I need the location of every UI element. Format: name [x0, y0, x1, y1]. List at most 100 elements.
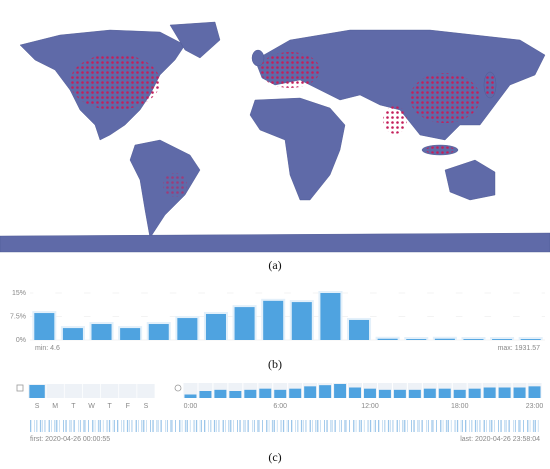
bar-background — [119, 384, 137, 398]
timeline-tick — [367, 420, 369, 432]
timeline-tick — [69, 420, 70, 432]
bar — [408, 389, 421, 398]
timeline-tick — [129, 420, 130, 432]
x-tick-label: 23:00 — [526, 403, 544, 410]
caption: (b) — [268, 357, 282, 371]
bar-background — [82, 384, 101, 398]
bar — [349, 387, 362, 398]
bar — [62, 328, 83, 340]
bar — [363, 388, 376, 398]
x-tick-label: 6:00 — [273, 403, 287, 410]
timeline-tick — [179, 420, 181, 432]
timeline-tick — [378, 420, 380, 432]
bar-halo — [404, 337, 429, 340]
timeline-tick — [396, 420, 398, 432]
timeline-tick — [471, 420, 473, 432]
bar-halo — [432, 336, 457, 340]
timeline-tick — [291, 420, 293, 432]
bar — [289, 388, 302, 398]
bar — [214, 389, 227, 398]
timeline-tick — [447, 420, 449, 432]
bar-background — [46, 384, 64, 398]
timeline-tick — [195, 420, 198, 432]
timeline-tick — [363, 420, 365, 432]
timeline-tick — [349, 420, 350, 432]
timeline-tick — [392, 420, 394, 432]
timeline-tick — [344, 420, 346, 432]
timeline-tick — [500, 420, 502, 432]
timeline-tick — [204, 420, 206, 432]
bar — [334, 384, 347, 398]
bar-background — [376, 292, 399, 340]
bar — [29, 385, 45, 398]
bar — [393, 389, 406, 398]
timeline-tick — [375, 420, 376, 432]
timeline-tick — [436, 420, 437, 432]
bar-halo — [518, 337, 543, 340]
timeline-tick — [126, 420, 129, 432]
timeline-tick — [346, 420, 347, 432]
bar-halo — [461, 337, 486, 340]
timeline-tick — [44, 420, 46, 432]
bar — [378, 389, 391, 398]
bar — [148, 324, 169, 340]
timeline-tick — [54, 420, 56, 432]
bar — [259, 388, 272, 398]
timeline-tick — [146, 420, 147, 432]
timeline-tick — [353, 420, 355, 432]
timeline-tick — [309, 420, 311, 432]
bar — [463, 339, 484, 340]
timeline-tick — [339, 420, 340, 432]
timeline-tick — [387, 420, 390, 432]
bar — [291, 302, 312, 340]
timeline-tick — [88, 420, 89, 432]
bar — [263, 300, 284, 340]
x-tick-label: S — [144, 403, 149, 410]
timeline-tick — [407, 420, 408, 432]
timeline-tick — [418, 420, 420, 432]
timeline-tick — [92, 420, 94, 432]
bar-background — [405, 292, 428, 340]
timeline-tick — [73, 420, 75, 432]
timeline-tick — [239, 420, 241, 432]
timeline-tick — [477, 420, 478, 432]
timeline-tick — [94, 420, 96, 432]
timeline-tick — [193, 420, 195, 432]
timeline-tick — [39, 420, 42, 432]
timeline-tick — [411, 420, 412, 432]
min-label: min: 4.6 — [35, 345, 60, 352]
timeline-tick — [527, 420, 529, 432]
timeline-tick — [450, 420, 452, 432]
timeline-tick — [170, 420, 172, 432]
timeline-tick — [237, 420, 238, 432]
bar-background — [183, 383, 198, 398]
timeline-tick — [79, 420, 81, 432]
timeline-tick — [78, 420, 79, 432]
timeline-tick — [460, 420, 462, 432]
timeline-tick — [157, 420, 159, 432]
timeline-tick — [123, 420, 125, 432]
timeline-tick — [382, 420, 383, 432]
timeline-tick — [228, 420, 230, 432]
timeline-tick — [36, 420, 38, 432]
timeline-tick — [208, 420, 209, 432]
timeline-tick — [331, 420, 333, 432]
timeline-tick — [181, 420, 183, 432]
timeline-tick — [63, 420, 64, 432]
x-tick-label: M — [52, 403, 58, 410]
timeline-tick — [514, 420, 516, 432]
timeline-tick — [257, 420, 259, 432]
timeline-tick — [56, 420, 58, 432]
caption: (c) — [268, 450, 281, 464]
timeline-tick — [106, 420, 108, 432]
timeline-tick — [431, 420, 433, 432]
timeline-tick — [273, 420, 275, 432]
timeline-tick — [152, 420, 154, 432]
timeline-tick — [266, 420, 268, 432]
timeline-tick — [143, 420, 145, 432]
bar — [177, 318, 198, 340]
timeline-tick — [417, 420, 418, 432]
bar — [34, 313, 55, 340]
bar — [438, 388, 451, 398]
